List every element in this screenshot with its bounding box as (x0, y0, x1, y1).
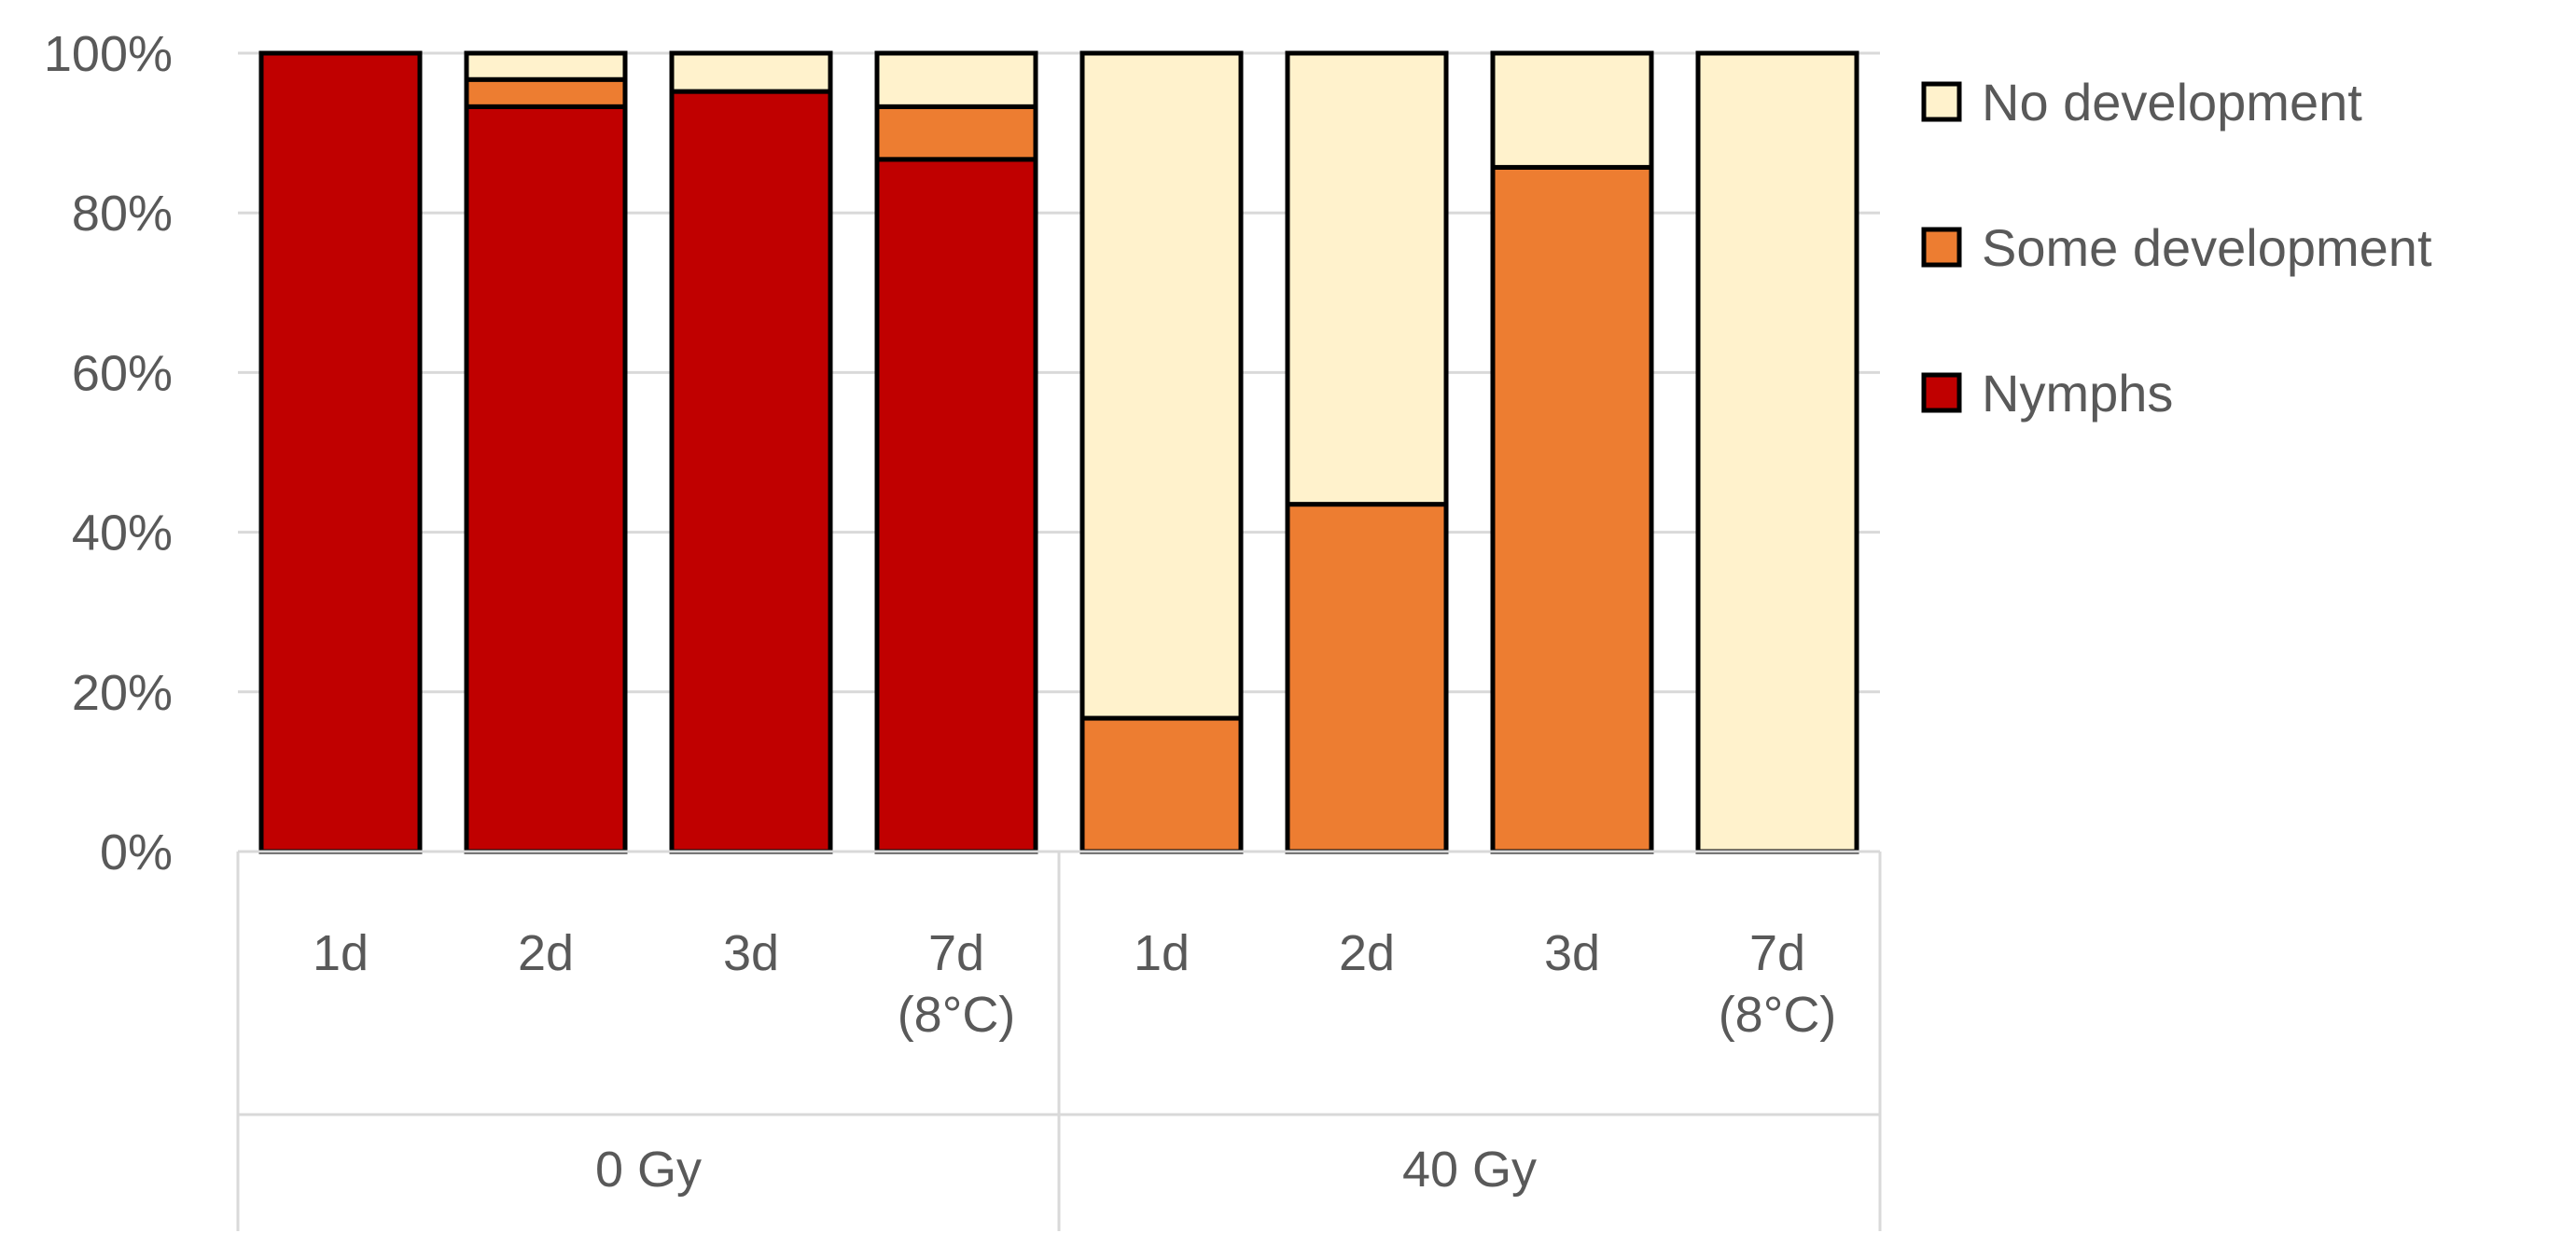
x-tick-label: 2d (1339, 925, 1395, 981)
bar-segment-no-development (874, 50, 1038, 109)
x-tick-label: 2d (518, 925, 574, 981)
bars (258, 50, 1859, 854)
y-tick-label: 20% (72, 665, 173, 721)
x-tick-label: 3d (1544, 925, 1600, 981)
bar-segment-no-development (1695, 50, 1859, 854)
legend-swatch (1921, 81, 1962, 122)
bar-segment-no-development (669, 50, 833, 94)
bar-segment-no-development (464, 50, 628, 82)
legend-swatch (1921, 227, 1962, 268)
legend-label: Some development (1982, 218, 2432, 277)
x-tick-label: 1d (313, 925, 369, 981)
legend-swatch (1921, 372, 1962, 413)
x-group-label: 40 Gy (1402, 1142, 1537, 1198)
bar-segment-some-development (1285, 502, 1449, 854)
bar-segment-nymphs (669, 89, 833, 854)
bar-segment-nymphs (258, 50, 423, 854)
x-group-label: 0 Gy (595, 1142, 702, 1198)
bar-segment-no-development (1079, 50, 1244, 721)
y-tick-label: 40% (72, 506, 173, 561)
bar-segment-nymphs (464, 104, 628, 854)
x-tick-label: 7d (8°C) (1719, 925, 1837, 1043)
x-tick-label: 7d (8°C) (898, 925, 1016, 1043)
legend: No development Some development Nymphs (1921, 73, 2432, 423)
y-tick-label: 60% (72, 345, 173, 401)
bar-segment-some-development (1079, 715, 1244, 854)
x-tick-label: 3d (723, 925, 779, 981)
axes: 0% 20% 40% 60% 80% 100% 1d 2d 3d 7d (8°C) 1d 2d 3d 7d(… (44, 26, 1882, 1231)
y-tick-label: 100% (44, 26, 173, 82)
y-tick-label: 80% (72, 186, 173, 242)
bar-segment-some-development (1490, 164, 1654, 854)
bar-segment-nymphs (874, 157, 1038, 854)
bar-segment-no-development (1490, 50, 1654, 170)
y-tick-label: 0% (100, 824, 173, 880)
bar-segment-some-development (874, 104, 1038, 162)
x-tick-label: 1d (1134, 925, 1190, 981)
legend-label: Nymphs (1982, 364, 2173, 423)
legend-label: No development (1982, 73, 2362, 132)
bar-segment-no-development (1285, 50, 1449, 507)
bar-segment-some-development (464, 76, 628, 109)
